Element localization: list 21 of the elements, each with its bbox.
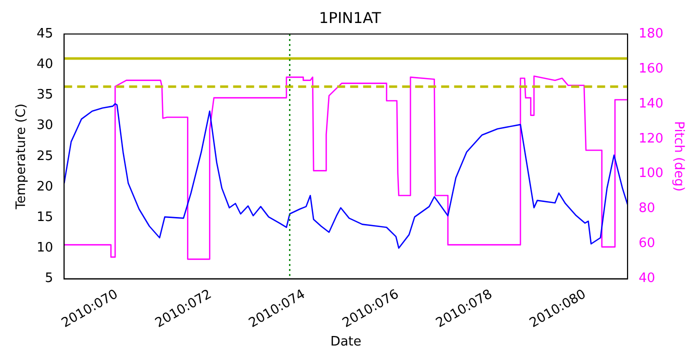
y2-tick-label: 60 <box>638 236 656 252</box>
y-tick-label: 45 <box>36 26 54 42</box>
y2-tick-label: 40 <box>638 271 656 286</box>
chart-title: 1PIN1AT <box>318 8 382 27</box>
y2-tick-label: 140 <box>638 96 664 112</box>
y2-tick-label: 160 <box>638 61 664 76</box>
y-tick-label: 20 <box>36 179 54 194</box>
x-axis-title: Date <box>330 334 362 350</box>
y2-axis-title: Pitch (deg) <box>670 121 686 192</box>
y2-tick-label: 180 <box>638 26 664 42</box>
y2-tick-label: 100 <box>638 166 664 182</box>
y-tick-label: 10 <box>36 240 54 256</box>
y-axis-title: Temperature (C) <box>14 104 30 210</box>
y-tick-label: 5 <box>44 271 54 286</box>
y2-tick-label: 120 <box>638 131 664 146</box>
y-tick-label: 40 <box>36 56 54 72</box>
y2-tick-label: 80 <box>638 201 656 216</box>
y-tick-label: 15 <box>36 210 54 225</box>
y-tick-label: 35 <box>36 88 54 103</box>
y-tick-label: 30 <box>36 118 54 134</box>
y-tick-label: 25 <box>36 148 54 164</box>
